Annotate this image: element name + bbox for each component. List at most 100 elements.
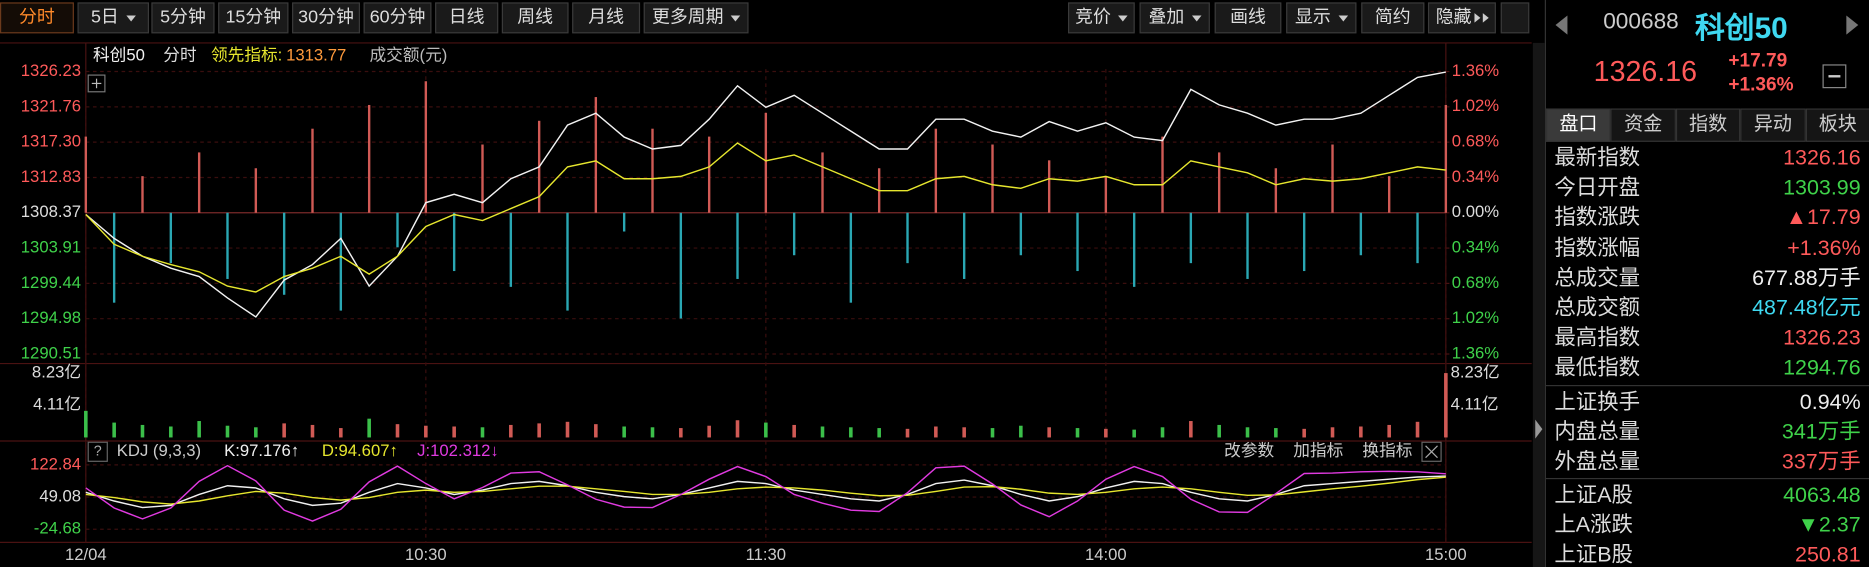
tab[interactable]: 资金 (1610, 108, 1676, 142)
divider (1545, 384, 1869, 386)
splitter[interactable] (1532, 42, 1545, 567)
tool-button[interactable]: 画线 (1214, 2, 1282, 34)
tab[interactable]: 异动 (1740, 108, 1806, 142)
dropdown-icon (730, 14, 741, 21)
period-button[interactable]: 5分钟 (151, 2, 215, 34)
amount-bar (991, 144, 994, 213)
volume-bar (1245, 427, 1250, 438)
close-button[interactable] (1421, 441, 1442, 462)
y2-tick-label: 0.34% (1452, 237, 1499, 256)
volume-bar (1047, 427, 1051, 438)
period-button[interactable]: 周线 (501, 2, 569, 34)
tool-button[interactable]: 显示 (1286, 2, 1357, 34)
x-tick-label: 14:00 (1085, 545, 1127, 564)
next-arrow[interactable] (1846, 15, 1859, 35)
volume-bar (1132, 429, 1136, 438)
y-tick-label: -24.68 (34, 519, 81, 538)
row-value: 1294.76 (1783, 353, 1861, 383)
volume-bar (197, 421, 201, 438)
prev-arrow[interactable] (1555, 15, 1568, 35)
amount-bar (679, 212, 683, 319)
row-number: 487.48 (1752, 295, 1818, 320)
help-button[interactable] (87, 441, 108, 462)
volume-bar (310, 424, 315, 438)
legend-name: 科创50 (93, 45, 145, 64)
period-button[interactable]: 5日 (77, 2, 149, 34)
amount-bar (112, 212, 116, 303)
volume-bar (877, 428, 881, 438)
chart-area: 科创50 分时 领先指标: 1313.77 成交额(元) ? KDJ (9,3,… (0, 42, 1545, 567)
row-value: ▲17.79 (1786, 203, 1861, 233)
y-tick-label: 1321.76 (21, 96, 81, 115)
volume-bar (1274, 428, 1278, 438)
fullscreen-button[interactable] (1500, 2, 1530, 34)
row-number: 677.88 (1752, 265, 1818, 290)
row-value: 1326.23 (1783, 323, 1861, 353)
quote-row: 总成交额 487.48亿元 (1546, 293, 1869, 323)
period-button[interactable]: 30分钟 (292, 2, 360, 34)
row-value: ▼2.37 (1798, 510, 1861, 540)
volume-bar (1104, 428, 1108, 438)
y-tick-label: 1290.51 (21, 343, 81, 362)
volume-bar (1019, 425, 1023, 438)
amount-bar (1132, 212, 1136, 287)
volume-bar (1444, 373, 1448, 438)
amount-bar (141, 176, 144, 213)
tab[interactable]: 指数 (1675, 108, 1741, 142)
quote-row: 上证B股 250.81 (1546, 540, 1869, 567)
tool-button[interactable]: 简约 (1361, 2, 1425, 34)
volume-bar (1302, 428, 1306, 438)
tab[interactable]: 板块 (1805, 108, 1869, 142)
row-label: 外盘总量 (1554, 449, 1641, 474)
legend-j: J:102.312↓ (417, 441, 499, 460)
volume-bar (140, 424, 145, 438)
tool-button[interactable]: 叠加 (1139, 2, 1210, 34)
tool-button[interactable]: 隐藏 (1427, 2, 1496, 34)
period-button[interactable]: 月线 (572, 2, 641, 34)
period-button[interactable]: 15分钟 (218, 2, 289, 34)
period-button[interactable]: 日线 (435, 2, 499, 34)
period-button[interactable]: 更多周期 (643, 2, 749, 34)
row-label: 最新指数 (1554, 145, 1641, 170)
y2-tick-label: 1.36% (1452, 343, 1499, 362)
volume-bar (990, 428, 995, 438)
amount-bar (311, 128, 314, 213)
volume-bar (169, 426, 173, 438)
period-button[interactable]: 分时 (0, 2, 74, 34)
amount-bar (764, 112, 768, 213)
row-value: 1303.99 (1783, 173, 1861, 203)
amount-bar (481, 144, 484, 213)
row-number: 337 (1781, 449, 1818, 474)
amount-bar (1246, 212, 1249, 279)
period-button[interactable]: 60分钟 (363, 2, 432, 34)
row-number: 4063.48 (1783, 482, 1861, 507)
volume-bar (1217, 424, 1221, 438)
collapse-button[interactable] (1822, 64, 1847, 89)
amount-bar (367, 104, 371, 213)
volume-bar (537, 423, 541, 438)
tab[interactable]: 盘口 (1545, 108, 1611, 142)
row-value: 337万手 (1782, 447, 1861, 477)
row-label: 上证B股 (1554, 542, 1634, 567)
quote-row: 今日开盘 1303.99 (1546, 173, 1869, 203)
amount-bar (1076, 212, 1079, 272)
volume-bar (1415, 421, 1420, 438)
indicator-button[interactable]: 改参数 (1224, 441, 1274, 460)
y2-tick-label: 0.34% (1452, 167, 1499, 186)
row-value: 4063.48 (1783, 480, 1861, 510)
volume-bar (650, 427, 655, 438)
indicator-button[interactable]: 换指标 (1362, 441, 1412, 460)
amount-bar (396, 212, 399, 248)
zoom-button[interactable] (87, 74, 106, 93)
quote-row: 指数涨跌 ▲17.79 (1546, 203, 1869, 233)
volume-bar (1330, 427, 1335, 438)
volume-bar (225, 425, 230, 438)
tool-button[interactable]: 竞价 (1067, 2, 1135, 34)
row-label: 指数涨幅 (1554, 235, 1641, 260)
quote-code: 000688 (1603, 9, 1679, 35)
indicator-button[interactable]: 加指标 (1293, 441, 1343, 460)
y-tick-label: 8.23亿 (32, 362, 81, 381)
splitter-arrow (1535, 419, 1543, 439)
amount-bar (197, 152, 201, 213)
